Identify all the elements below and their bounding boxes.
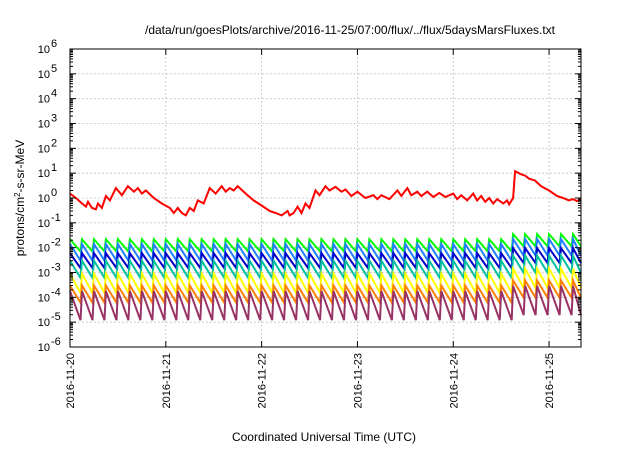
series-line-4 <box>69 251 582 282</box>
x-tick-label: 2016-11-22 <box>257 353 269 408</box>
y-tick-label: 10 <box>38 119 50 131</box>
y-tick-label: 10 <box>38 143 50 155</box>
y-tick-exponent: 1 <box>51 162 57 174</box>
y-tick-label: 10 <box>38 94 50 106</box>
y-tick-label: 10 <box>38 69 50 81</box>
y-tick-label: 10 <box>38 268 50 280</box>
series-line-7 <box>69 285 582 321</box>
y-tick-label: 10 <box>38 243 50 255</box>
y-tick-exponent: 0 <box>51 187 57 199</box>
y-tick-exponent: -1 <box>51 212 61 224</box>
y-tick-exponent: -3 <box>51 262 61 274</box>
x-axis-label: Coordinated Universal Time (UTC) <box>232 430 416 444</box>
y-axis-label-superscript: 2 <box>13 192 22 197</box>
y-tick-label: 10 <box>38 218 50 230</box>
series-line-3 <box>69 244 582 271</box>
y-tick-exponent: -4 <box>51 286 61 298</box>
x-tick-label: 2016-11-23 <box>352 353 364 408</box>
y-axis-label: protons/cm2-s-sr-MeV <box>13 140 28 256</box>
y-tick-exponent: -2 <box>51 237 61 249</box>
y-tick-label: 10 <box>38 292 50 304</box>
y-tick-exponent: 2 <box>51 137 57 149</box>
chart-title: /data/run/goesPlots/archive/2016-11-25/0… <box>145 23 556 37</box>
x-tick-label: 2016-11-21 <box>161 353 173 408</box>
y-tick-exponent: 3 <box>51 113 57 125</box>
y-tick-label: 10 <box>38 168 50 180</box>
y-tick-exponent: 4 <box>51 88 57 100</box>
series-layer <box>69 169 582 321</box>
y-tick-label: 10 <box>38 44 50 56</box>
series-line-0 <box>69 169 582 217</box>
y-tick-label: 10 <box>38 317 50 329</box>
y-tick-exponent: -5 <box>51 311 61 323</box>
y-tick-exponent: -6 <box>51 336 61 348</box>
y-tick-label: 10 <box>38 193 50 205</box>
axis-ticks: 10 -610 -510 -410 -310 -210 -110 010 110 210 310 41… <box>38 38 581 408</box>
x-tick-label: 2016-11-20 <box>65 353 77 408</box>
series-line-5 <box>69 265 582 297</box>
y-tick-label: 10 <box>38 342 50 354</box>
series-line-2 <box>69 235 582 264</box>
x-tick-label: 2016-11-24 <box>448 353 460 408</box>
y-tick-exponent: 6 <box>51 38 57 50</box>
series-line-1 <box>69 231 582 254</box>
y-tick-exponent: 5 <box>51 63 57 75</box>
x-tick-label: 2016-11-25 <box>544 353 556 408</box>
series-line-6 <box>69 276 582 307</box>
